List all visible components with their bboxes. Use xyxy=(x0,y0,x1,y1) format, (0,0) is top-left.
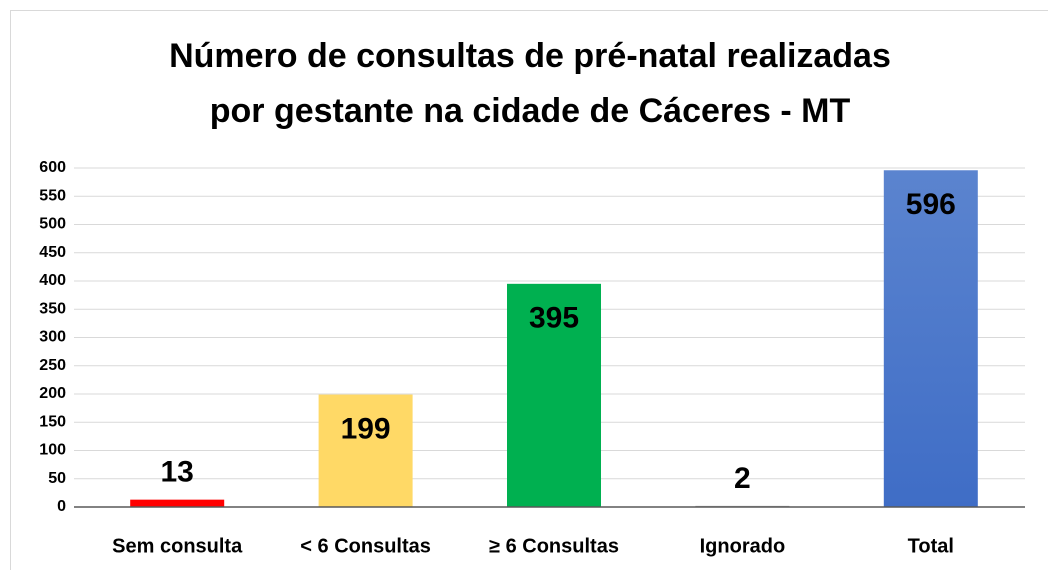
y-tick-label: 350 xyxy=(39,300,66,317)
y-tick-label: 200 xyxy=(39,385,66,402)
bar xyxy=(883,170,978,507)
y-tick-label: 300 xyxy=(39,329,66,346)
x-tick-label: ≥ 6 Consultas xyxy=(489,535,619,557)
chart-frame xyxy=(10,10,1048,570)
bar xyxy=(130,499,225,507)
y-tick-label: 550 xyxy=(39,187,66,204)
x-tick-label: < 6 Consultas xyxy=(300,535,431,557)
value-label: 596 xyxy=(906,188,956,221)
chart-title: por gestante na cidade de Cáceres - MT xyxy=(210,92,851,130)
y-tick-label: 500 xyxy=(39,216,66,233)
y-tick-label: 150 xyxy=(39,413,66,430)
y-tick-label: 400 xyxy=(39,272,66,289)
value-label: 2 xyxy=(734,462,751,495)
x-tick-label: Total xyxy=(908,535,954,557)
y-tick-label: 100 xyxy=(39,442,66,459)
value-label: 199 xyxy=(341,412,391,445)
value-label: 13 xyxy=(161,456,194,489)
bar xyxy=(318,394,413,507)
y-tick-label: 450 xyxy=(39,244,66,261)
chart-title: Número de consultas de pré-natal realiza… xyxy=(169,37,891,75)
y-tick-label: 50 xyxy=(48,470,66,487)
x-tick-label: Sem consulta xyxy=(112,535,243,557)
y-tick-label: 0 xyxy=(57,498,66,515)
value-label: 395 xyxy=(529,302,579,335)
y-tick-label: 250 xyxy=(39,357,66,374)
x-tick-label: Ignorado xyxy=(700,535,786,557)
y-tick-label: 600 xyxy=(39,159,66,176)
bar xyxy=(507,283,601,507)
